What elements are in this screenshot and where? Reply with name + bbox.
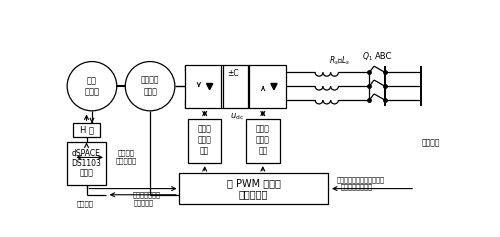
Text: $u_{\rm dc}$: $u_{\rm dc}$ [230,112,244,122]
Polygon shape [206,83,212,90]
Text: 控制板: 控制板 [80,169,94,178]
Text: 电流、直流侧电压: 电流、直流侧电压 [341,184,373,190]
Text: 直流电机: 直流电机 [118,150,134,156]
Text: 电机侧: 电机侧 [198,125,211,134]
Bar [188,119,222,163]
Bar [246,119,280,163]
Text: ±C: ±C [227,68,239,77]
Text: DS1103: DS1103 [72,159,102,168]
Text: 电动机: 电动机 [84,87,100,96]
Circle shape [126,62,175,111]
Bar [179,173,328,204]
Polygon shape [271,83,277,90]
Text: 发电机: 发电机 [143,87,157,96]
Text: dSPACE: dSPACE [72,149,101,158]
Text: 双 PWM 变换器: 双 PWM 变换器 [226,178,280,188]
Text: 直流: 直流 [87,76,97,85]
Text: H 桥: H 桥 [80,126,94,135]
Text: 三相电网: 三相电网 [422,138,440,147]
Text: 位置和转速: 位置和转速 [134,199,154,206]
Text: 驱动: 驱动 [200,146,209,155]
Text: 设定风速: 设定风速 [76,201,94,207]
Bar [250,65,286,108]
Bar [67,142,106,185]
Text: 转速、电流: 转速、电流 [116,157,136,164]
Circle shape [67,62,117,111]
Text: 定子电流、转子: 定子电流、转子 [132,191,160,198]
Bar [223,65,248,108]
Text: ABC: ABC [374,52,392,61]
Text: 驱动: 驱动 [258,146,268,155]
Text: 电网侧变换器交流侧电压、: 电网侧变换器交流侧电压、 [337,176,385,183]
Text: 永磁同步: 永磁同步 [141,76,160,85]
Text: 变换器: 变换器 [256,136,270,145]
Text: 变换器: 变换器 [198,136,211,145]
Text: 电网侧: 电网侧 [256,125,270,134]
Text: $R_s$、$L_s$: $R_s$、$L_s$ [330,55,350,67]
Bar [185,65,222,108]
Text: 系统控制器: 系统控制器 [239,189,268,199]
Text: $Q_1$: $Q_1$ [362,51,374,63]
Bar [74,123,100,137]
